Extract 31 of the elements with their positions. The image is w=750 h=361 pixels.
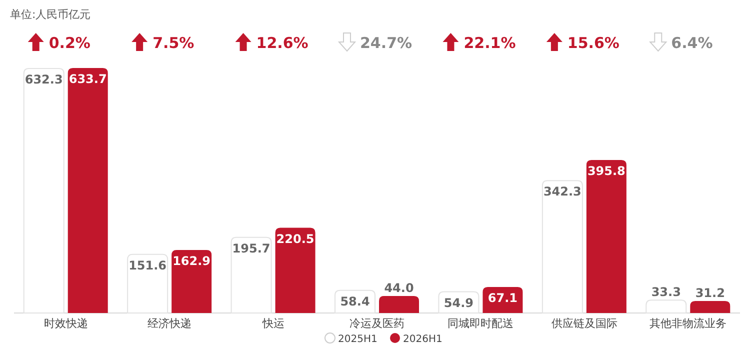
data-label: 33.3 [651,285,681,300]
text: 22.1% [464,34,516,52]
x-tick-label: 时效快递 [44,317,88,330]
data-label: 67.1 [488,291,518,306]
data-label: 632.3 [24,72,63,87]
x-tick-label: 冷运及医药 [350,317,404,330]
x-tick-label: 同城即时配送 [448,317,514,330]
x-tick-label: 其他非物流业务 [650,317,727,330]
data-label: 220.5 [276,232,314,246]
legend-label: 2026H1 [403,334,442,345]
text: 7.5% [152,34,194,52]
x-tick-label: 供应链及国际 [551,317,618,330]
x-tick-label: 经济快递 [148,317,192,330]
data-label: 54.9 [444,296,474,310]
text: 单位:人民币亿元 [10,8,91,21]
text: 0.2% [48,34,90,52]
text: 12.6% [256,34,308,52]
data-label: 195.7 [232,241,270,256]
x-tick-label: 快运 [261,317,284,330]
data-label: 633.7 [68,72,107,86]
data-label: 162.9 [172,254,211,268]
data-label: 31.2 [695,286,725,300]
text: 15.6% [567,34,620,52]
data-label: 342.3 [543,184,582,199]
text: 6.4% [671,34,713,52]
data-label: 395.8 [587,164,626,178]
text: 2025H1 [338,334,378,345]
data-label: 44.0 [384,280,414,295]
data-label: 58.4 [340,294,370,308]
data-label: 151.6 [128,258,167,272]
text: 24.7% [360,34,412,52]
